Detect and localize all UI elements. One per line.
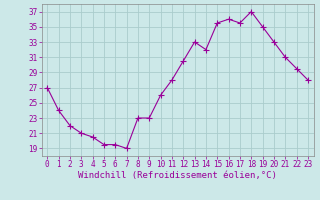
X-axis label: Windchill (Refroidissement éolien,°C): Windchill (Refroidissement éolien,°C): [78, 171, 277, 180]
